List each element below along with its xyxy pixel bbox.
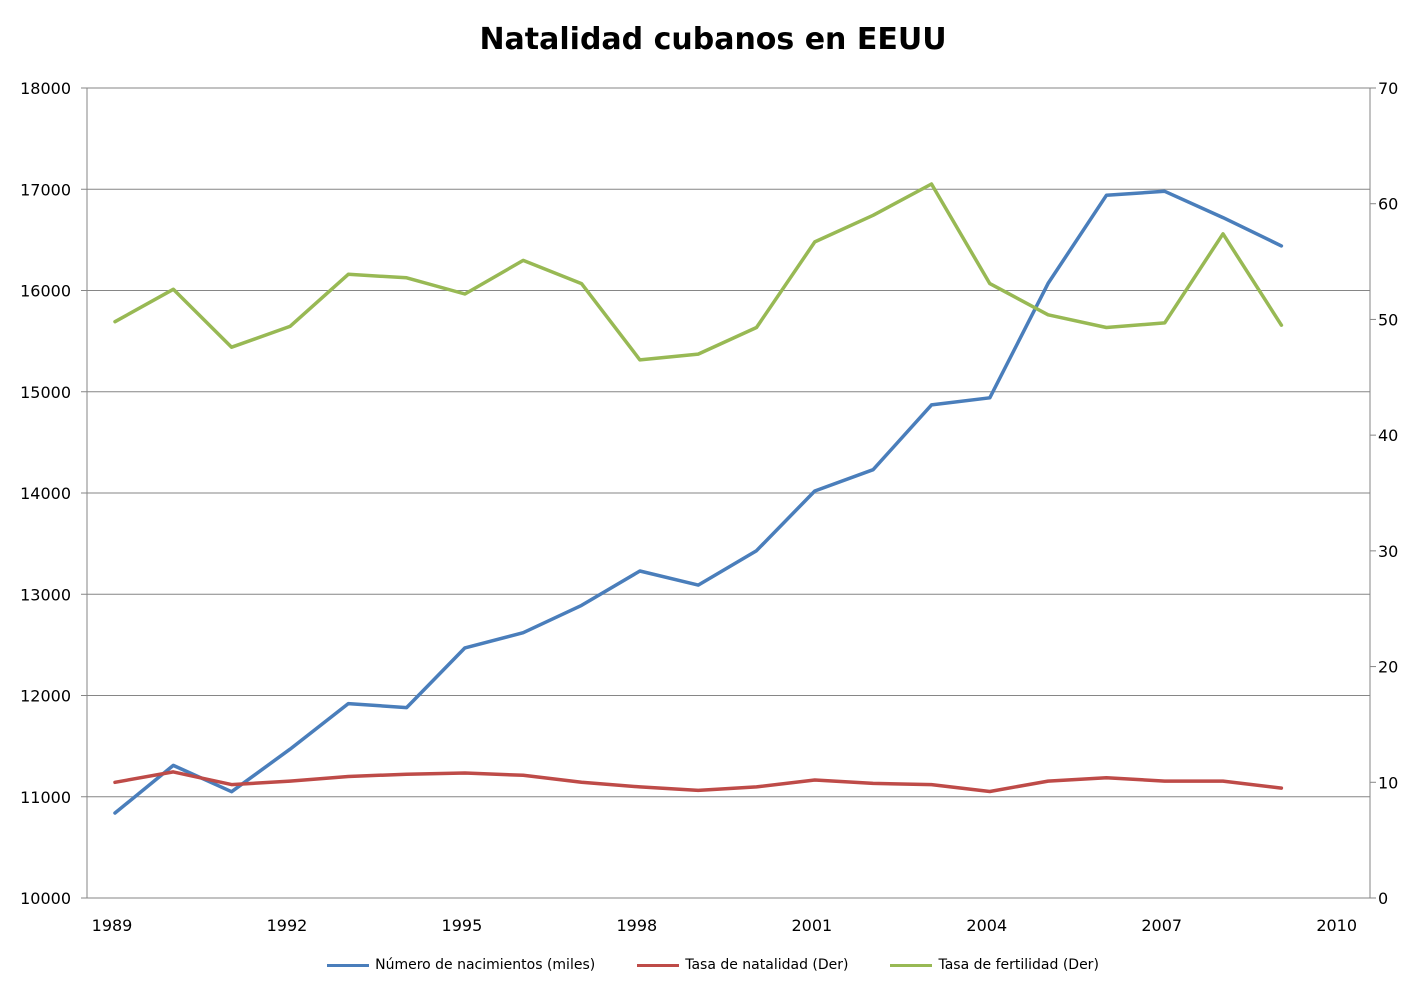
series-lines	[113, 182, 1284, 815]
x-tick-label: 1998	[617, 916, 658, 935]
legend-label: Tasa de fertilidad (Der)	[938, 957, 1099, 973]
series-line-tasa-de-natalidad-der	[113, 770, 1284, 794]
y-right-tick-label: 20	[1378, 658, 1398, 677]
y-right-tick-label: 60	[1378, 195, 1398, 214]
y-right-tick-label: 40	[1378, 426, 1398, 445]
y-left-tick-label: 12000	[20, 687, 71, 706]
x-tick-label: 2010	[1316, 916, 1357, 935]
y-right-tick-label: 50	[1378, 310, 1398, 329]
y-left-tick-label: 16000	[20, 282, 71, 301]
y-right-tick-label: 70	[1378, 79, 1398, 98]
y-left-tick-label: 15000	[20, 383, 71, 402]
y-left-tick-label: 14000	[20, 484, 71, 503]
legend-swatch	[327, 963, 370, 967]
y-left-tick-label: 11000	[20, 788, 71, 807]
legend: Número de nacimientos (miles) Tasa de nat…	[0, 957, 1426, 973]
y-left-tick-label: 13000	[20, 585, 71, 604]
y-right-tick-label: 10	[1378, 773, 1398, 792]
legend-item: Tasa de natalidad (Der)	[637, 957, 848, 973]
x-tick-label: 2004	[966, 916, 1007, 935]
gridlines	[87, 87, 1370, 798]
y-left-tick-label: 18000	[20, 79, 71, 98]
axes	[81, 87, 1376, 899]
legend-label: Número de nacimientos (miles)	[375, 957, 596, 973]
x-tick-label: 2007	[1141, 916, 1182, 935]
legend-item: Tasa de fertilidad (Der)	[890, 957, 1099, 973]
x-tick-label: 2001	[791, 916, 832, 935]
y-left-tick-label: 17000	[20, 180, 71, 199]
series-line-numero-de-nacimientos-miles	[113, 189, 1284, 815]
y-left-tick-label: 10000	[20, 889, 71, 908]
tick-labels: 10000 11000 12000 13000 14000 15000 16000 17000…	[20, 79, 1398, 935]
legend-swatch	[637, 963, 680, 967]
series-line-tasa-de-fertilidad-der	[113, 182, 1284, 362]
legend-swatch	[890, 963, 933, 967]
y-right-tick-label: 0	[1378, 889, 1388, 908]
chart-title: Natalidad cubanos en EEUU	[479, 22, 947, 57]
x-tick-label: 1992	[267, 916, 308, 935]
y-right-tick-label: 30	[1378, 542, 1398, 561]
x-tick-label: 1989	[92, 916, 133, 935]
x-tick-label: 1995	[442, 916, 483, 935]
legend-label: Tasa de natalidad (Der)	[685, 957, 849, 973]
legend-item: Número de nacimientos (miles)	[327, 957, 595, 973]
